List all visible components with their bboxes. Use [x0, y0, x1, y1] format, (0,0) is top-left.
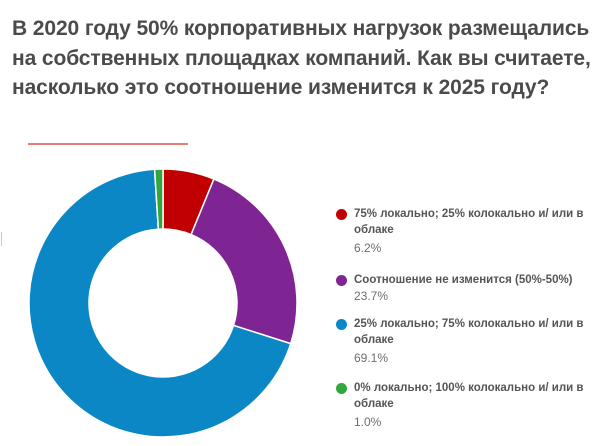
legend-value: 1.0% [354, 415, 382, 429]
donut-slice [153, 168, 164, 230]
donut-slice [28, 168, 292, 438]
legend-value: 23.7% [354, 289, 389, 303]
legend-swatch [336, 209, 347, 220]
legend-label: Соотношение не изменится (50%-50%) [354, 274, 573, 286]
chart-title: В 2020 году 50% корпоративных нагрузок р… [12, 17, 591, 99]
legend-swatch [336, 319, 347, 330]
donut-slice [190, 178, 298, 345]
legend-label: 25% локально; 75% колокально и/ или в об… [354, 318, 584, 346]
legend-swatch [336, 383, 347, 394]
legend-value: 69.1% [354, 351, 389, 365]
title-underline [28, 143, 188, 145]
donut-chart [28, 168, 298, 438]
legend-label: 75% локально; 25% колокально и/ или в об… [354, 208, 584, 236]
edge-divider [1, 232, 2, 246]
legend-swatch [336, 275, 347, 286]
legend-value: 6.2% [354, 241, 382, 255]
legend-label: 0% локально; 100% колокально и/ или в об… [354, 382, 584, 410]
